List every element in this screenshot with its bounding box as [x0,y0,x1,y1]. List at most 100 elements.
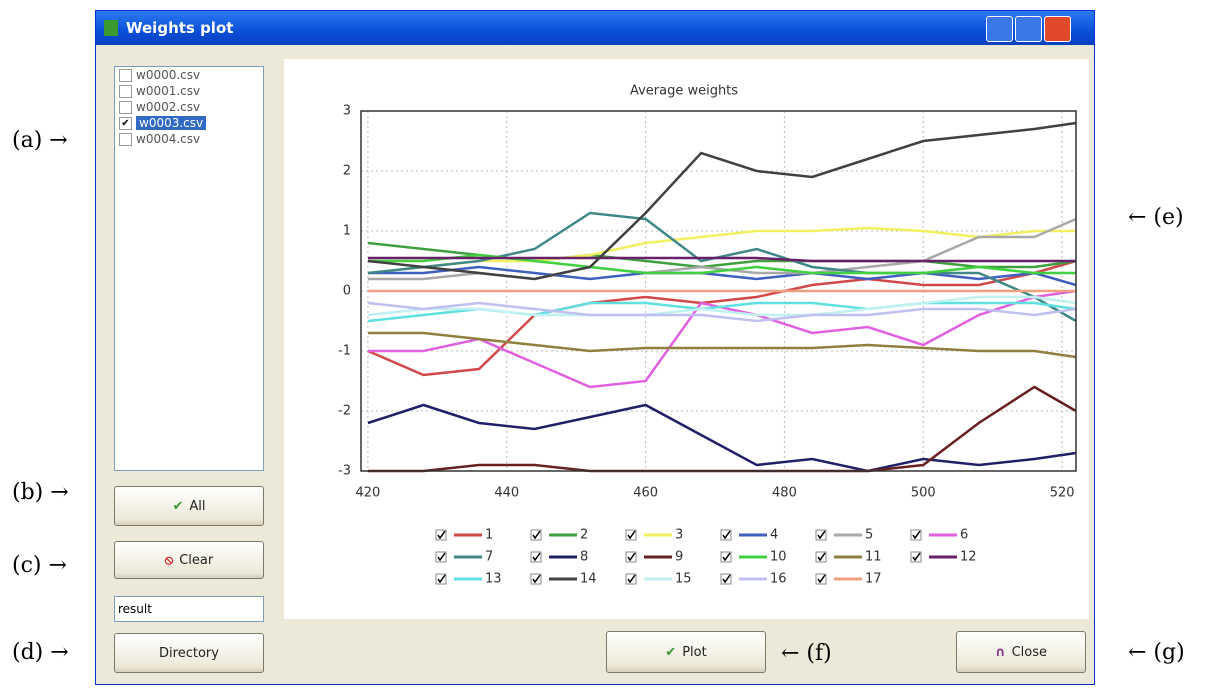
app-icon [104,20,118,36]
legend-label: 15 [675,572,692,587]
series-line [367,121,1077,281]
annotation: (a) → [12,128,68,153]
legend-checkbox [625,551,637,563]
legend-checkbox [720,551,732,563]
legend-checkbox [625,529,637,541]
legend-checkbox [910,529,922,541]
legend-check [627,530,636,540]
legend-label: 3 [675,528,683,543]
button-label: Directory [159,645,219,661]
legend-label: 14 [580,572,597,587]
series-line [367,301,1077,323]
legend-check [912,552,921,562]
y-tick-label: -3 [338,464,351,479]
series-line [367,253,1076,275]
plot-frame [360,110,1077,472]
maximize-button[interactable] [1015,16,1042,42]
file-name: w0001.csv [136,84,201,98]
window: Weights plot w0000.csv w0001.csv w0002.csv… [95,10,1095,685]
annotation: (b) → [12,480,69,505]
checkbox[interactable]: ✔ [119,116,132,130]
legend-label: 16 [770,572,787,587]
legend-label: 1 [485,528,493,543]
x-tick-label: 500 [911,486,936,501]
series-line [367,259,1077,377]
legend-check [817,574,826,584]
legend-check [627,574,636,584]
checkbox[interactable] [119,68,132,82]
checkbox[interactable] [119,84,132,98]
legend-check [532,530,541,540]
x-tick-label: 520 [1050,486,1075,501]
file-item[interactable]: w0000.csv [115,67,263,83]
legend-check [722,552,731,562]
legend-checkbox [530,573,542,585]
legend-label: 2 [580,528,588,543]
x-tick-label: 440 [494,486,519,501]
legend-check [817,552,826,562]
legend-checkbox [720,529,732,541]
legend-check [437,530,446,540]
checkbox[interactable] [119,132,132,146]
clear-button[interactable]: ⦸ Clear [114,541,264,579]
legend-label: 8 [580,550,588,565]
file-list[interactable]: w0000.csv w0001.csv w0002.csv ✔ w0003.csv w00… [114,66,264,471]
legend-checkbox [435,529,447,541]
y-tick-label: 2 [343,164,351,179]
minimize-button[interactable] [986,16,1013,42]
legend-check [437,574,446,584]
title-bar: Weights plot [96,11,1094,45]
checkbox[interactable] [119,100,132,114]
legend-checkbox [815,529,827,541]
series-line [367,265,1077,287]
button-label: Clear [179,552,214,568]
annotation: ← (g) [1128,640,1185,665]
file-item[interactable]: ✔ w0003.csv [115,115,263,131]
legend-checkbox [815,551,827,563]
window-title: Weights plot [126,19,234,37]
legend-check [722,574,731,584]
x-tick-label: 420 [356,486,381,501]
annotation: ← (f) [781,641,832,666]
y-tick-label: 0 [343,284,351,299]
annotation: (d) → [12,640,69,665]
legend-checkbox [530,551,542,563]
series-line [367,295,1077,317]
legend-label: 4 [770,528,778,543]
file-item[interactable]: w0004.csv [115,131,263,147]
legend-label: 10 [770,550,787,565]
legend-check [437,552,446,562]
button-label: All [189,498,206,514]
all-button[interactable]: ✔ All [114,486,264,526]
annotation: ← (e) [1128,205,1184,230]
legend-checkbox [530,529,542,541]
x-tick-label: 460 [633,486,658,501]
legend-check [912,530,921,540]
legend-label: 9 [675,550,683,565]
directory-button[interactable]: Directory [114,633,264,673]
y-tick-label: 1 [343,224,351,239]
file-item[interactable]: w0002.csv [115,99,263,115]
series-line [367,331,1077,359]
button-label: Plot [682,644,707,660]
legend-checkbox [720,573,732,585]
legend-checkbox [910,551,922,563]
close-window-button[interactable] [1044,16,1071,42]
close-button[interactable]: ∩ Close [956,631,1086,673]
legend-checkbox [625,573,637,585]
file-item[interactable]: w0001.csv [115,83,263,99]
legend-label: 5 [865,528,873,543]
legend-check [817,530,826,540]
legend-label: 6 [960,528,968,543]
button-label: Close [1011,644,1047,660]
plot-button[interactable]: ✔ Plot [606,631,766,673]
legend-checkbox [815,573,827,585]
chart-background [284,59,1089,619]
directory-input[interactable]: result [114,596,264,622]
legend-check [627,552,636,562]
y-tick-label: -1 [338,344,351,359]
legend-label: 13 [485,572,502,587]
file-name: w0003.csv [136,116,207,130]
legend-check [722,530,731,540]
series-line [367,289,1077,389]
